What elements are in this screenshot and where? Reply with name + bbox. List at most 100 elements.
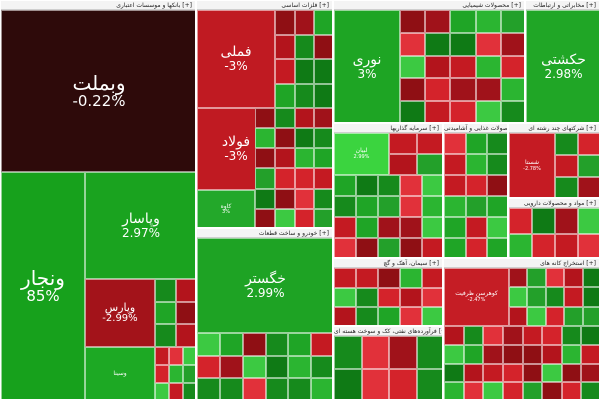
- mini-tile[interactable]: [288, 333, 312, 356]
- mini-tile[interactable]: [422, 175, 442, 196]
- mini-tile[interactable]: [564, 268, 583, 288]
- mini-tile[interactable]: [483, 363, 503, 383]
- mini-tile[interactable]: [532, 208, 555, 234]
- mini-tile[interactable]: [561, 363, 582, 383]
- mini-tile[interactable]: [197, 333, 220, 356]
- mini-tile[interactable]: [509, 287, 528, 307]
- mini-tile[interactable]: [487, 154, 507, 175]
- mini-tile[interactable]: [183, 347, 195, 365]
- mini-tile[interactable]: [502, 344, 523, 364]
- mini-tile[interactable]: [578, 155, 599, 177]
- mini-tile[interactable]: [314, 108, 332, 129]
- mini-tile[interactable]: [475, 55, 501, 79]
- mini-tile[interactable]: [400, 32, 426, 56]
- mini-tile[interactable]: [314, 34, 332, 59]
- mini-tile[interactable]: [197, 378, 220, 399]
- mini-tile[interactable]: [219, 378, 243, 399]
- mini-tile[interactable]: [219, 333, 243, 356]
- tile-khegostar[interactable]: خگستر 2.99%: [197, 238, 332, 333]
- mini-tile[interactable]: [334, 196, 356, 217]
- mini-tile[interactable]: [500, 78, 524, 102]
- mini-tile[interactable]: [463, 344, 484, 364]
- mini-tile[interactable]: [334, 238, 356, 257]
- mini-tile[interactable]: [255, 148, 275, 169]
- mini-tile[interactable]: [483, 382, 503, 399]
- mini-tile[interactable]: [288, 355, 312, 379]
- mini-tile[interactable]: [545, 268, 565, 288]
- mini-tile[interactable]: [532, 233, 555, 257]
- mini-tile[interactable]: [545, 287, 565, 307]
- mini-tile[interactable]: [444, 196, 466, 217]
- mini-tile[interactable]: [378, 268, 400, 288]
- mini-tile[interactable]: [314, 59, 332, 84]
- mini-tile[interactable]: [509, 208, 532, 234]
- mini-tile[interactable]: [522, 363, 543, 383]
- mini-tile[interactable]: [294, 108, 315, 129]
- mini-tile[interactable]: [314, 148, 332, 169]
- mini-tile[interactable]: [555, 155, 578, 177]
- mini-tile[interactable]: [219, 355, 243, 379]
- mini-tile[interactable]: [183, 383, 195, 399]
- mini-tile[interactable]: [422, 196, 442, 217]
- mini-tile[interactable]: [465, 217, 488, 238]
- mini-tile[interactable]: [555, 208, 578, 234]
- mini-tile[interactable]: [274, 148, 295, 169]
- mini-tile[interactable]: [555, 177, 578, 197]
- mini-tile[interactable]: [265, 355, 289, 379]
- mini-tile[interactable]: [400, 268, 422, 288]
- mini-tile[interactable]: [274, 188, 295, 209]
- mini-tile[interactable]: [255, 128, 275, 149]
- tile-vparas[interactable]: وپارس -2.99%: [85, 279, 155, 347]
- tile-leather[interactable]: لبیان 2.99%: [334, 133, 389, 175]
- mini-tile[interactable]: [155, 347, 169, 365]
- mini-tile[interactable]: [522, 344, 543, 364]
- mini-tile[interactable]: [500, 101, 524, 122]
- mini-tile[interactable]: [465, 154, 488, 175]
- mini-tile[interactable]: [487, 217, 507, 238]
- mini-tile[interactable]: [487, 175, 507, 196]
- mini-tile[interactable]: [361, 336, 389, 369]
- mini-tile[interactable]: [422, 217, 442, 238]
- mini-tile[interactable]: [314, 128, 332, 149]
- mini-tile[interactable]: [378, 307, 400, 325]
- mini-tile[interactable]: [465, 196, 488, 217]
- sector-header-auto[interactable]: خودرو و ساخت قطعات [+]: [197, 229, 332, 238]
- mini-tile[interactable]: [475, 78, 501, 102]
- tile-vsina[interactable]: وسینا: [85, 347, 155, 399]
- mini-tile[interactable]: [400, 217, 422, 238]
- mini-tile[interactable]: [542, 363, 562, 383]
- mini-tile[interactable]: [450, 101, 476, 122]
- mini-tile[interactable]: [581, 344, 599, 364]
- tile-vbmellat[interactable]: وبملت -0.22%: [1, 10, 195, 172]
- mini-tile[interactable]: [561, 382, 582, 399]
- mini-tile[interactable]: [578, 208, 599, 234]
- mini-tile[interactable]: [176, 279, 195, 302]
- sector-header-cement[interactable]: سیمان، آهک و گچ [+]: [334, 259, 442, 268]
- mini-tile[interactable]: [578, 177, 599, 197]
- mini-tile[interactable]: [487, 238, 507, 257]
- mini-tile[interactable]: [378, 287, 400, 308]
- mini-tile[interactable]: [197, 355, 220, 379]
- mini-tile[interactable]: [425, 10, 451, 33]
- mini-tile[interactable]: [444, 238, 466, 257]
- mini-tile[interactable]: [275, 59, 295, 84]
- mini-tile[interactable]: [561, 326, 582, 345]
- tile-goharzamin[interactable]: کوهرسن ظرفیت -2.47%: [444, 268, 509, 326]
- mini-tile[interactable]: [542, 344, 562, 364]
- mini-tile[interactable]: [400, 175, 422, 196]
- mini-tile[interactable]: [463, 363, 484, 383]
- mini-tile[interactable]: [483, 326, 503, 345]
- mini-tile[interactable]: [422, 268, 442, 288]
- mini-tile[interactable]: [294, 34, 315, 59]
- mini-tile[interactable]: [400, 10, 426, 33]
- mini-tile[interactable]: [294, 83, 315, 108]
- sector-header-oil-products[interactable]: فرآورده‌های نفتی، کک و سوخت هسته ای [+]: [334, 327, 442, 336]
- mini-tile[interactable]: [578, 133, 599, 155]
- mini-tile[interactable]: [527, 287, 546, 307]
- mini-tile[interactable]: [356, 307, 378, 325]
- mini-tile[interactable]: [294, 148, 315, 169]
- mini-tile[interactable]: [155, 365, 169, 383]
- mini-tile[interactable]: [334, 307, 356, 325]
- mini-tile[interactable]: [561, 344, 582, 364]
- mini-tile[interactable]: [356, 238, 378, 257]
